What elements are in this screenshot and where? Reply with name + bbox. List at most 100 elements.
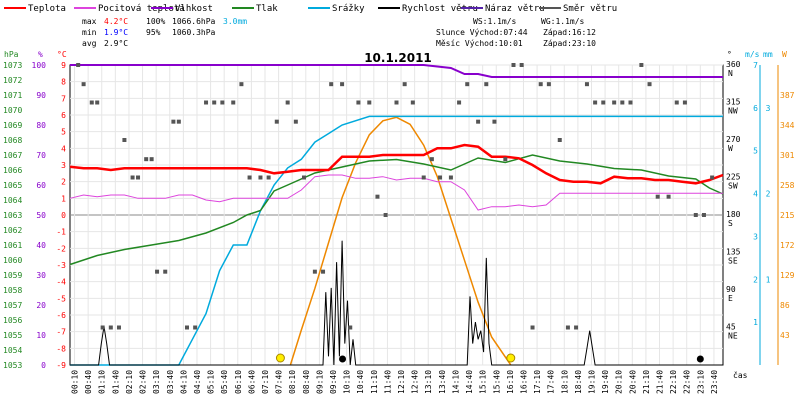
tick-hpa: 1062 — [3, 226, 22, 235]
wind-direction-point — [266, 175, 271, 180]
tick-pct: 80 — [36, 121, 46, 130]
moonrise-marker — [339, 355, 347, 363]
tick-dir: 180 — [726, 210, 741, 219]
series-windspeed-line — [70, 240, 723, 366]
tick-time: 13:40 — [438, 370, 447, 394]
tick-mm: 2 — [766, 190, 771, 199]
wind-direction-point — [239, 82, 244, 87]
wind-direction-point — [538, 82, 543, 87]
tick-hpa: 1057 — [3, 301, 22, 310]
tick-pct: 60 — [36, 181, 46, 190]
axis-label-mm: mm — [763, 50, 773, 59]
tick-dir-point: W — [728, 144, 733, 153]
wind-direction-point — [402, 82, 407, 87]
stat-min: 1060.3hPa — [172, 28, 216, 37]
wind-direction-point — [163, 269, 168, 274]
tick-hpa: 1056 — [3, 316, 22, 325]
tick-time: 05:40 — [220, 370, 229, 394]
tick-time: 23:10 — [696, 370, 705, 394]
stat-max: 3.0mm — [223, 17, 247, 26]
tick-degc: -4 — [56, 278, 66, 287]
wind-direction-point — [176, 119, 181, 124]
wind-direction-point — [89, 100, 94, 105]
wind-direction-point — [519, 63, 524, 67]
tick-w: 129 — [780, 271, 795, 280]
info-moonrise: Měsíc Východ:10:01 — [436, 39, 523, 48]
wind-direction-point — [503, 157, 508, 162]
tick-ms: 1 — [753, 318, 758, 327]
legend-label: Náraz větru — [485, 4, 545, 14]
tick-degc: -5 — [56, 294, 66, 303]
stat-min: 1.9°C — [104, 28, 128, 37]
tick-w: 301 — [780, 151, 795, 160]
tick-mm: 1 — [766, 275, 771, 284]
series-solar-line — [289, 116, 512, 366]
wind-direction-point — [171, 119, 176, 124]
legend-label: Pocitová teplota — [98, 4, 185, 14]
series-feelslike-line — [69, 174, 723, 211]
tick-pct: 10 — [36, 331, 46, 340]
wind-direction-point — [383, 213, 388, 217]
tick-time: 11:40 — [383, 370, 392, 394]
axis-label-ms: m/s — [745, 50, 760, 59]
wind-direction-point — [565, 325, 570, 330]
wind-direction-point — [95, 100, 100, 105]
legend-label: Rychlost větru — [402, 4, 478, 14]
tick-time: 20:40 — [628, 370, 637, 394]
tick-degc: -1 — [56, 228, 66, 237]
tick-ms: 4 — [753, 190, 758, 199]
wind-direction-point — [666, 194, 671, 199]
wind-direction-point — [301, 175, 306, 180]
tick-dir: 225 — [726, 173, 741, 182]
wind-direction-point — [100, 325, 105, 330]
wind-direction-point — [285, 100, 290, 105]
tick-degc: 4 — [61, 144, 66, 153]
tick-time: 06:10 — [234, 370, 243, 394]
tick-time: 10:40 — [356, 370, 365, 394]
tick-degc: 9 — [61, 61, 66, 70]
stat-avg: 2.9°C — [104, 39, 128, 48]
tick-dir-point: NE — [728, 332, 738, 341]
axis-label-w: W — [782, 50, 787, 59]
wind-direction-point — [184, 325, 189, 330]
tick-time: 00:10 — [71, 370, 80, 394]
axis-label-dir: ° — [727, 50, 732, 59]
wind-direction-point — [394, 100, 399, 105]
series-humidity-line — [70, 64, 723, 78]
wind-direction-point — [701, 213, 706, 217]
tick-time: 09:10 — [315, 370, 324, 394]
wind-direction-point — [116, 325, 121, 330]
tick-hpa: 1064 — [3, 196, 22, 205]
tick-degc: -7 — [56, 328, 66, 337]
axis-label-pct: % — [38, 50, 43, 59]
tick-hpa: 1070 — [3, 106, 22, 115]
tick-time: 19:40 — [601, 370, 610, 394]
wind-direction-point — [612, 100, 617, 105]
tick-time: 04:40 — [193, 370, 202, 394]
wind-direction-point — [628, 100, 633, 105]
info-moonset: Západ:23:10 — [543, 39, 596, 48]
tick-time: 07:40 — [275, 370, 284, 394]
tick-time: 12:10 — [397, 370, 406, 394]
tick-dir-point: SW — [728, 182, 738, 191]
tick-hpa: 1060 — [3, 256, 22, 265]
tick-time: 15:10 — [479, 370, 488, 394]
tick-time: 03:40 — [166, 370, 175, 394]
tick-time: 19:10 — [587, 370, 596, 394]
wind-direction-point — [76, 63, 81, 67]
tick-time: 01:10 — [98, 370, 107, 394]
tick-degc: -2 — [56, 244, 66, 253]
series-temperature-line — [69, 143, 724, 185]
tick-time: 20:10 — [615, 370, 624, 394]
wind-direction-point — [136, 175, 141, 180]
wind-direction-point — [329, 82, 334, 87]
wind-direction-point — [574, 325, 579, 330]
tick-time: 23:40 — [710, 370, 719, 394]
tick-time: 02:40 — [139, 370, 148, 394]
tick-time: 02:10 — [125, 370, 134, 394]
tick-degc: 7 — [61, 94, 66, 103]
wind-direction-point — [546, 82, 551, 87]
tick-hpa: 1068 — [3, 136, 22, 145]
tick-degc: 8 — [61, 78, 66, 87]
wind-direction-point — [530, 325, 535, 330]
